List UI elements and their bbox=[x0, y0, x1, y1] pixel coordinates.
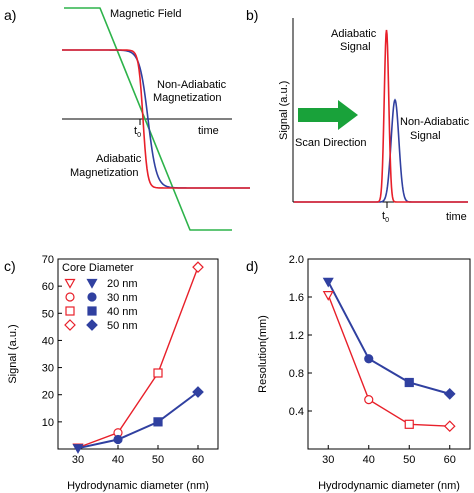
panel-c-ticks: 30 40 50 60 10 20 30 40 50 60 70 bbox=[42, 254, 204, 466]
legend-open-circle-icon bbox=[65, 292, 75, 302]
panel-c-ytick-label-2: 30 bbox=[42, 363, 54, 375]
panel-d-frame bbox=[307, 258, 471, 450]
panel-d-ytick-label-1: 0.8 bbox=[289, 368, 304, 380]
legend-label-50nm: 50 nm bbox=[107, 320, 138, 332]
panel-a-t0-label: t0 bbox=[134, 125, 141, 139]
panel-b: t0 time Signal (a.u.) Scan Direction Adi… bbox=[278, 18, 470, 224]
panel-d-ytick-label-0: 0.4 bbox=[289, 406, 304, 418]
panel-c-series-filled-line bbox=[77, 391, 199, 450]
panel-c-open-point-50 bbox=[153, 368, 163, 378]
legend-filled-square-icon bbox=[87, 306, 97, 316]
legend-title: Core Diameter bbox=[62, 262, 134, 274]
magnetic-field-label: Magnetic Field bbox=[110, 8, 182, 20]
panel-c-ytick-label-3: 40 bbox=[42, 335, 54, 347]
panel-c-xtick-label-60: 60 bbox=[192, 454, 204, 466]
panel-b-xlabel: time bbox=[446, 211, 467, 223]
panel-c-series-open-line bbox=[77, 266, 199, 449]
panel-c-label: c) bbox=[4, 258, 16, 274]
panel-d-xtick-label-50: 50 bbox=[403, 454, 415, 466]
panel-a: t0 time Magnetic Field Non-Adiabatic Mag… bbox=[62, 7, 250, 231]
legend-open-square-icon bbox=[65, 306, 75, 316]
legend-label-30nm: 30 nm bbox=[107, 292, 138, 304]
panel-c-legend: Core Diameter 20 nm 30 nm 40 nm 50 nm bbox=[62, 262, 138, 332]
non-adiabatic-magnetization-label-1: Non-Adiabatic bbox=[157, 79, 227, 91]
panel-c-ylabel: Signal (a.u.) bbox=[7, 324, 19, 383]
panel-c-filled-point-40 bbox=[113, 434, 123, 445]
panel-c-ytick-label-5: 60 bbox=[42, 281, 54, 293]
panel-c-plot bbox=[72, 261, 204, 454]
non-adiabatic-signal-label-1: Non-Adiabatic bbox=[400, 116, 470, 128]
panel-d-open-point-30 bbox=[322, 291, 334, 301]
panel-d-series-filled-line bbox=[327, 281, 451, 395]
panel-c-frame bbox=[57, 258, 219, 450]
panel-c-filled-point-30 bbox=[72, 444, 84, 454]
panel-d-ticks: 30 40 50 60 0.4 0.8 1.2 1.6 2.0 bbox=[289, 254, 456, 466]
panel-d-ytick-label-2: 1.2 bbox=[289, 330, 304, 342]
scan-direction-label: Scan Direction bbox=[295, 137, 367, 149]
legend-open-triangle-down-icon bbox=[64, 278, 76, 289]
panel-d: 30 40 50 60 0.4 0.8 1.2 1.6 2.0 Hydrodynamic dia… bbox=[257, 254, 471, 492]
panel-d-series-open-line bbox=[327, 294, 450, 427]
legend-label-20nm: 20 nm bbox=[107, 278, 138, 290]
panel-c-ytick-label-4: 50 bbox=[42, 308, 54, 320]
panel-c-filled-point-60 bbox=[192, 386, 204, 398]
panel-d-filled-point-40 bbox=[364, 354, 374, 364]
non-adiabatic-magnetization-label-2: Magnetization bbox=[153, 92, 222, 104]
panel-b-ylabel: Signal (a.u.) bbox=[278, 81, 290, 140]
panel-d-ylabel: Resolution(mm) bbox=[257, 315, 269, 393]
panel-d-ytick-label-4: 2.0 bbox=[289, 254, 304, 266]
adiabatic-magnetization-label-2: Magnetization bbox=[70, 167, 139, 179]
legend-filled-circle-icon bbox=[87, 292, 97, 302]
panel-c-filled-point-50 bbox=[153, 417, 163, 427]
panel-c-xtick-label-40: 40 bbox=[112, 454, 124, 466]
panel-b-label: b) bbox=[246, 7, 258, 23]
panel-d-label: d) bbox=[246, 258, 258, 274]
panel-d-plot bbox=[322, 277, 456, 433]
panel-c-ytick-label-6: 70 bbox=[42, 254, 54, 266]
scan-direction-arrow bbox=[298, 100, 358, 130]
panel-c-ytick-label-1: 20 bbox=[42, 390, 54, 402]
legend-open-diamond-icon bbox=[64, 319, 76, 331]
legend-filled-triangle-down-icon bbox=[86, 278, 98, 289]
adiabatic-magnetization-curve bbox=[62, 49, 250, 189]
panel-d-xtick-label-30: 30 bbox=[322, 454, 334, 466]
panel-c: 30 40 50 60 10 20 30 40 50 60 70 Hydrodynamic diam… bbox=[7, 254, 219, 492]
panel-c-ytick-label-0: 10 bbox=[42, 417, 54, 429]
panel-d-open-point-60 bbox=[443, 420, 456, 433]
panel-c-xtick-label-30: 30 bbox=[72, 454, 84, 466]
magnetic-field-curve bbox=[64, 7, 232, 231]
panel-d-filled-point-60 bbox=[443, 388, 456, 400]
non-adiabatic-signal-label-2: Signal bbox=[410, 130, 441, 142]
panel-c-xlabel: Hydrodynamic diameter (nm) bbox=[67, 480, 209, 492]
panel-c-open-point-60 bbox=[192, 261, 204, 273]
adiabatic-signal-label-1: Adiabatic bbox=[331, 28, 377, 40]
panel-d-xlabel: Hydrodynamic diameter (nm) bbox=[318, 480, 460, 492]
legend-filled-diamond-icon bbox=[86, 319, 98, 331]
panel-a-xlabel: time bbox=[198, 125, 219, 137]
panel-d-open-point-40 bbox=[364, 395, 374, 405]
panel-d-xtick-label-40: 40 bbox=[363, 454, 375, 466]
panel-c-xtick-label-50: 50 bbox=[152, 454, 164, 466]
adiabatic-signal-curve bbox=[294, 29, 468, 203]
adiabatic-magnetization-label-1: Adiabatic bbox=[96, 153, 142, 165]
panel-d-ytick-label-3: 1.6 bbox=[289, 292, 304, 304]
adiabatic-signal-label-2: Signal bbox=[340, 41, 371, 53]
panel-d-filled-point-50 bbox=[404, 377, 414, 388]
panel-d-filled-point-30 bbox=[322, 277, 334, 288]
legend-label-40nm: 40 nm bbox=[107, 306, 138, 318]
panel-b-t0-label: t0 bbox=[382, 210, 389, 224]
panel-d-open-point-50 bbox=[404, 419, 414, 429]
panel-d-xtick-label-60: 60 bbox=[444, 454, 456, 466]
panel-a-label: a) bbox=[4, 7, 16, 23]
